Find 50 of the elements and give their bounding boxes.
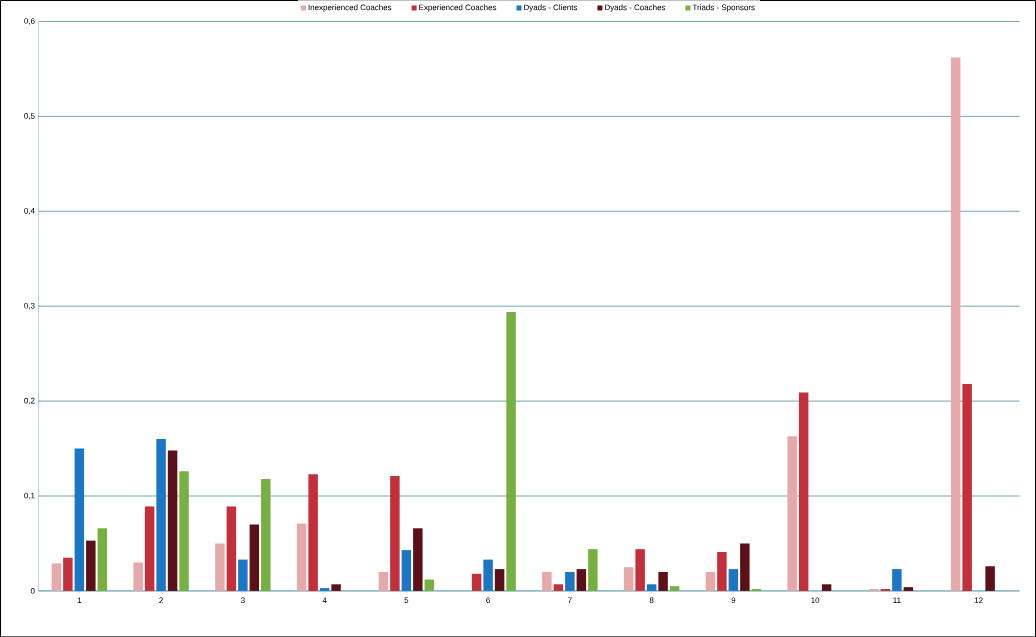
bar bbox=[179, 471, 189, 591]
bar bbox=[215, 543, 225, 591]
bar bbox=[86, 540, 96, 591]
bar bbox=[51, 563, 62, 591]
bar bbox=[962, 383, 972, 591]
bar bbox=[167, 450, 178, 591]
bar bbox=[669, 585, 680, 591]
bar bbox=[471, 573, 482, 591]
bar bbox=[728, 568, 739, 591]
bar bbox=[635, 548, 645, 591]
bar bbox=[553, 584, 564, 591]
bar bbox=[331, 584, 341, 591]
bar bbox=[787, 436, 797, 591]
bar bbox=[319, 587, 330, 591]
bar bbox=[903, 586, 914, 591]
bar bbox=[424, 579, 435, 591]
bar bbox=[296, 523, 307, 591]
bar bbox=[892, 568, 902, 591]
bar bbox=[985, 566, 995, 591]
bar bbox=[588, 548, 598, 591]
bar bbox=[238, 559, 248, 591]
bar bbox=[494, 568, 505, 591]
bar bbox=[646, 584, 657, 591]
bar bbox=[658, 571, 668, 591]
bar bbox=[821, 584, 832, 591]
bar bbox=[623, 567, 634, 591]
bar bbox=[156, 438, 166, 591]
bar bbox=[308, 474, 318, 591]
bar bbox=[144, 506, 155, 591]
bar bbox=[565, 571, 575, 591]
bar bbox=[740, 543, 750, 591]
bar bbox=[950, 57, 961, 591]
bar bbox=[717, 551, 727, 591]
bar bbox=[63, 557, 73, 591]
bar bbox=[576, 568, 587, 591]
bar bbox=[74, 448, 85, 591]
bar bbox=[506, 311, 516, 591]
bar bbox=[413, 528, 423, 591]
bar bbox=[378, 571, 389, 591]
bar bbox=[261, 478, 271, 591]
bar bbox=[133, 562, 143, 591]
bar bbox=[705, 571, 716, 591]
bar bbox=[97, 528, 108, 591]
bar bbox=[249, 524, 260, 591]
bar bbox=[226, 506, 237, 591]
bar bbox=[390, 475, 400, 591]
bar bbox=[542, 571, 552, 591]
bar bbox=[798, 392, 809, 591]
bar bbox=[483, 559, 493, 591]
bar bbox=[401, 549, 412, 591]
